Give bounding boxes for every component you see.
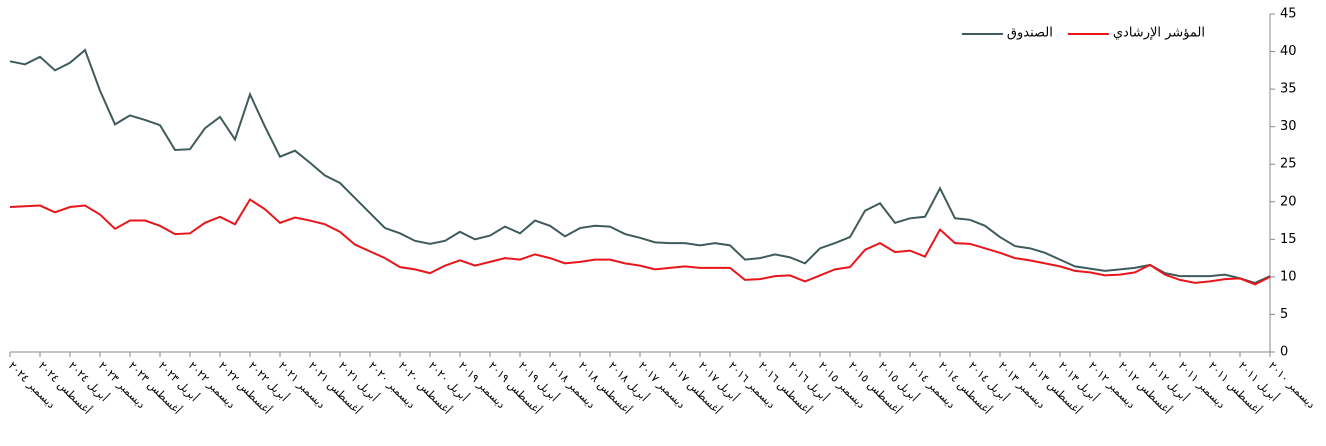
y-tick-label: 20 <box>1280 194 1297 209</box>
series-line <box>9 198 1271 286</box>
y-tick-label: 25 <box>1280 157 1297 172</box>
y-tick-label: 45 <box>1280 7 1297 22</box>
series-line <box>9 48 1271 284</box>
y-tick-label: 15 <box>1280 232 1297 247</box>
legend-label: الصندوق <box>1007 26 1053 41</box>
y-tick-label: 0 <box>1280 345 1288 360</box>
y-tick-label: 10 <box>1280 269 1297 284</box>
y-tick-label: 30 <box>1280 119 1297 134</box>
x-tick-label: ديسمبر ٢٠١٠ <box>1266 359 1318 411</box>
legend-label: المؤشر الإرشادي <box>1113 26 1205 41</box>
y-tick-label: 35 <box>1280 82 1297 97</box>
y-tick-label: 5 <box>1280 307 1288 322</box>
y-tick-label: 40 <box>1280 44 1297 59</box>
